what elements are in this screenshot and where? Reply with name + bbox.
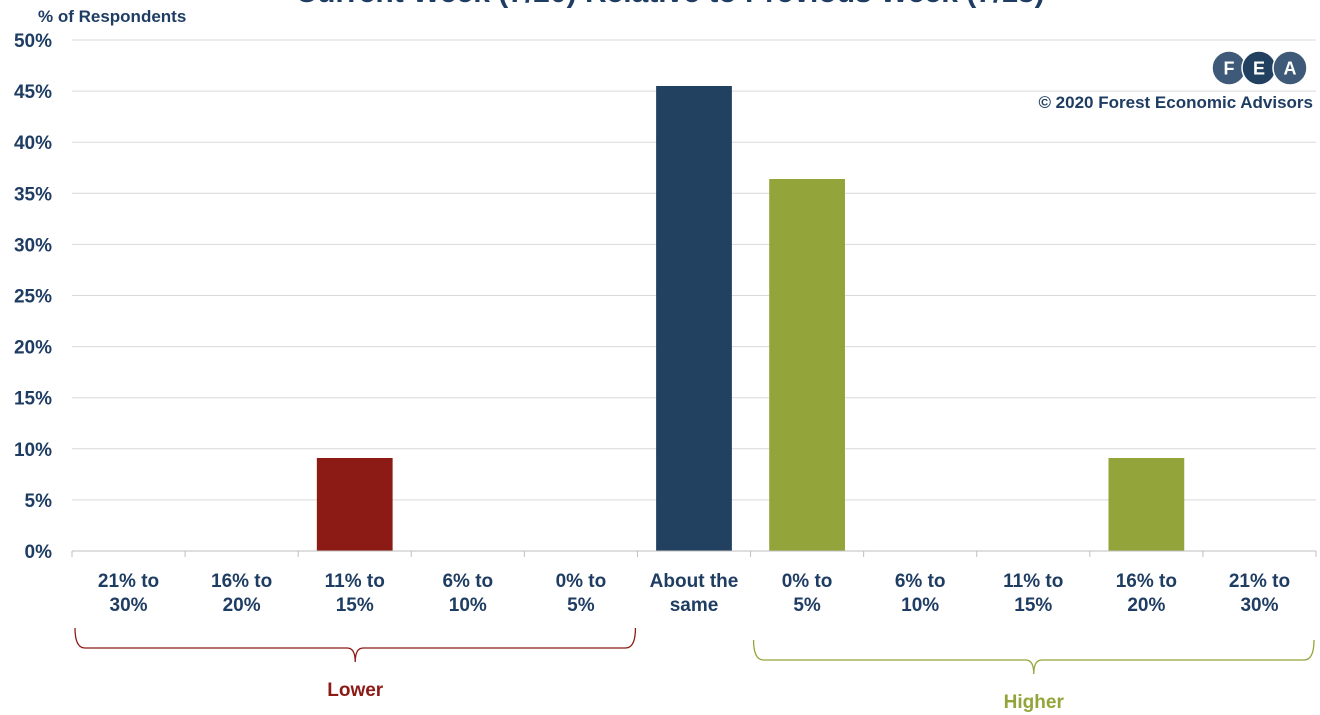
bar (1108, 457, 1185, 551)
y-tick-label: 20% (14, 338, 52, 359)
logo-letter: F (1224, 59, 1235, 79)
x-tick-label: 21% to 30% (98, 571, 159, 616)
y-tick-label: 50% (14, 31, 52, 52)
y-tick-label: 15% (14, 389, 52, 410)
logo-letter: A (1284, 59, 1297, 79)
group-bracket (752, 639, 1315, 675)
y-tick-label: 35% (14, 184, 52, 205)
y-tick-label: 40% (14, 133, 52, 154)
copyright-text: © 2020 Forest Economic Advisors (1038, 93, 1313, 112)
x-tick-label: 21% to 30% (1229, 571, 1290, 616)
y-axis-ticks: 0% 5% 10% 15% 20% 25% 30% 35% 40% 45% 50% (14, 31, 52, 563)
logo-letter: E (1253, 59, 1265, 79)
x-tick-label: 11% to 15% (1003, 571, 1063, 616)
category-groups: Lower Higher (74, 627, 1315, 713)
x-tick-label: About the same (650, 571, 739, 616)
x-tick-label: 11% to 15% (325, 571, 385, 616)
y-tick-label: 45% (14, 82, 52, 103)
bars (316, 85, 1185, 552)
group-label: Lower (327, 680, 384, 701)
x-tick-label: 16% to 20% (211, 571, 272, 616)
x-tick-label: 0% to 5% (782, 571, 833, 616)
group-label: Higher (1004, 692, 1065, 713)
y-tick-label: 30% (14, 235, 52, 256)
x-tick-label: 6% to 10% (895, 571, 946, 616)
logo-circle (1272, 50, 1308, 86)
x-tick-label: 16% to 20% (1116, 571, 1177, 616)
x-axis-labels: 21% to 30% 16% to 20% 11% to 15% 6% to 10% 0% to… (71, 551, 1317, 616)
x-tick-label: 6% to 10% (442, 571, 493, 616)
y-tick-label: 25% (14, 287, 52, 308)
group-bracket (74, 627, 637, 663)
bar (656, 85, 732, 552)
x-tick-label: 0% to 5% (556, 571, 607, 616)
chart-title: Current Week (7/20) Relative to Previous… (295, 0, 1044, 9)
y-tick-label: 0% (25, 542, 53, 563)
bar (316, 457, 393, 551)
y-tick-label: 5% (25, 491, 53, 512)
y-tick-label: 10% (14, 440, 52, 461)
y-axis-label: % of Respondents (38, 7, 186, 26)
bar (769, 178, 845, 551)
